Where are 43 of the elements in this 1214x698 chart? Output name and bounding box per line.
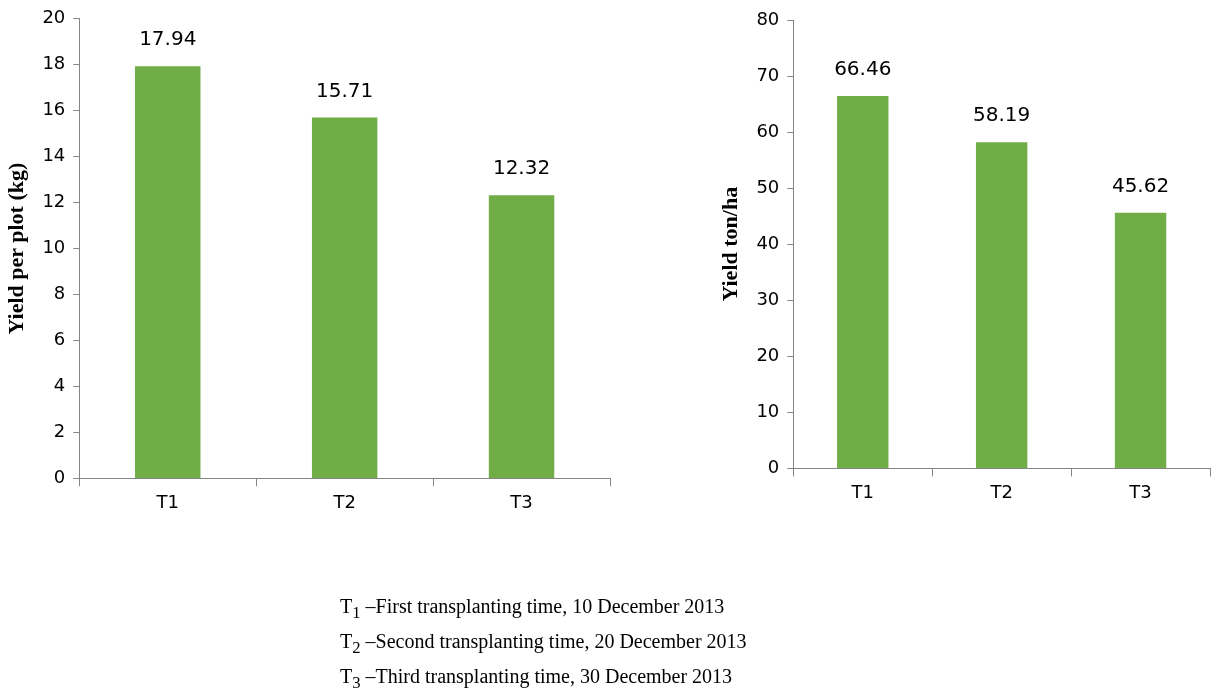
bar — [975, 142, 1028, 468]
x-tick-label: T3 — [509, 490, 533, 512]
y-axis-title: Yield per plot (kg) — [2, 162, 28, 335]
y-tick-label: 2 — [53, 420, 66, 442]
y-tick-label: 0 — [767, 456, 780, 478]
x-tick-label: T3 — [1128, 480, 1152, 502]
y-tick-label: 50 — [756, 175, 780, 197]
data-label: 66.46 — [834, 56, 892, 81]
y-tick-label: 10 — [756, 400, 780, 422]
data-label: 12.32 — [492, 155, 551, 180]
data-label: 15.71 — [316, 77, 374, 102]
data-label: 45.62 — [1111, 172, 1170, 197]
y-tick-label: 12 — [42, 190, 66, 212]
y-tick-label: 20 — [756, 343, 780, 365]
y-tick-label: 18 — [42, 52, 66, 74]
y-tick-label: 20 — [42, 6, 66, 28]
bar — [311, 117, 378, 478]
text: T$_{1}$ –First transplanting time, 10 December 2013 — [340, 594, 726, 624]
y-tick-label: 70 — [756, 63, 780, 85]
x-tick-label: T2 — [332, 490, 356, 512]
bar — [135, 66, 201, 478]
text: T$_{3}$ –Third transplanting time, 30 December 2013 — [340, 664, 734, 694]
x-tick-label: T2 — [989, 480, 1013, 502]
y-tick-label: 10 — [42, 236, 66, 258]
y-tick-label: 80 — [756, 7, 780, 29]
y-tick-label: 14 — [42, 144, 66, 166]
bar — [488, 195, 555, 478]
y-tick-label: 30 — [756, 287, 780, 309]
text: T$_{2}$ –Second transplanting time, 20 December 2013 — [340, 629, 747, 659]
y-tick-label: 60 — [756, 119, 780, 141]
y-tick-label: 16 — [42, 98, 66, 120]
y-tick-label: 0 — [53, 466, 66, 488]
data-label: 58.19 — [973, 102, 1031, 127]
y-tick-label: 4 — [53, 374, 66, 396]
y-tick-label: 6 — [53, 328, 66, 350]
y-tick-label: 40 — [756, 231, 780, 253]
data-label: 17.94 — [139, 26, 197, 51]
y-axis-title: Yield ton/ha — [716, 186, 742, 302]
bar — [837, 95, 889, 468]
x-tick-label: T1 — [850, 480, 874, 502]
bar — [1114, 212, 1167, 468]
x-tick-label: T1 — [155, 490, 179, 512]
y-tick-label: 8 — [53, 282, 66, 304]
